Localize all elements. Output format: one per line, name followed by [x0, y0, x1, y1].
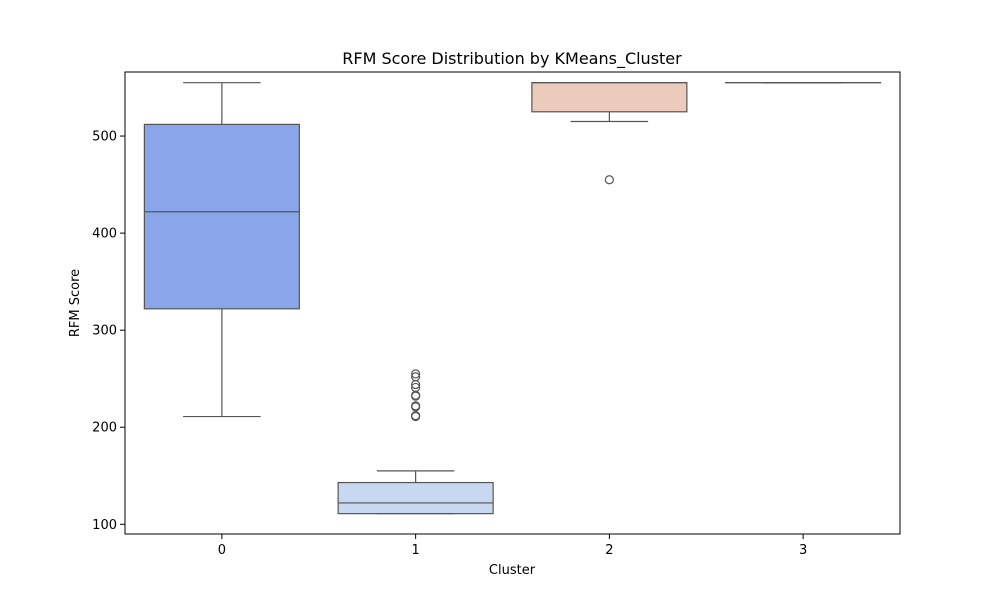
y-axis-label: RFM Score	[68, 269, 83, 337]
x-tick-label: 2	[605, 543, 613, 558]
outlier-point	[411, 382, 421, 393]
box-cluster-0	[143, 123, 300, 310]
box-cluster-1	[337, 481, 494, 515]
y-tick-label: 100	[92, 518, 117, 533]
plot-area: 100 200 300 400 500 0 1 2 3	[92, 71, 901, 558]
y-tick-label: 300	[92, 324, 117, 339]
outlier-point	[604, 175, 614, 185]
x-tick-label: 0	[218, 543, 226, 558]
outlier-point	[411, 401, 421, 411]
outlier-point	[411, 369, 421, 379]
outlier-point	[411, 372, 421, 382]
x-tick-label: 1	[411, 543, 419, 558]
y-tick-label: 500	[92, 130, 117, 145]
box-cluster-2	[531, 82, 688, 113]
chart-title: RFM Score Distribution by KMeans_Cluster	[342, 49, 682, 69]
x-axis-label: Cluster	[489, 563, 536, 578]
plot-frame	[124, 71, 901, 535]
outlier-point	[411, 410, 421, 421]
y-tick-label: 200	[92, 421, 117, 436]
y-tick-label: 400	[92, 227, 117, 242]
x-tick-label: 3	[799, 543, 807, 558]
